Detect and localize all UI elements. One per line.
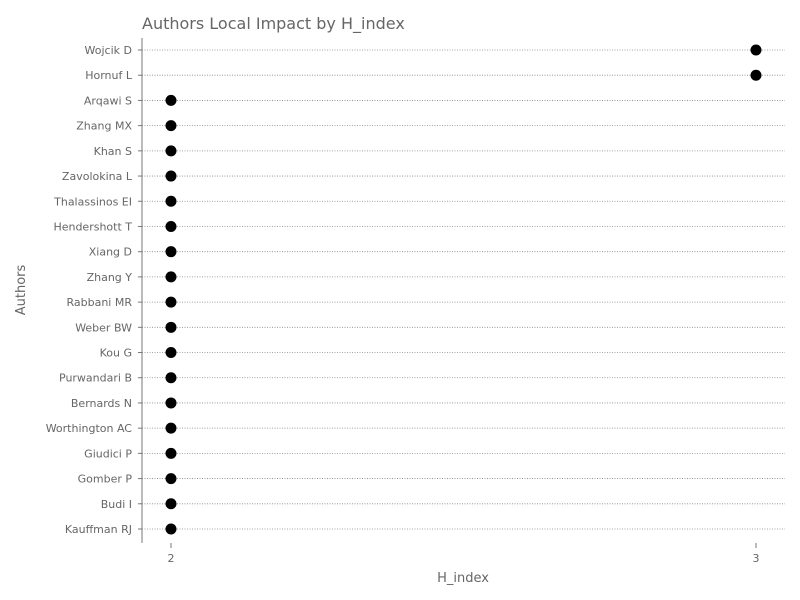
y-tick-label: Purwandari B xyxy=(59,372,132,385)
y-tick-label: Wojcik D xyxy=(85,44,132,57)
y-tick-label: Bernards N xyxy=(71,397,132,410)
y-tick-label: Xiang D xyxy=(89,246,132,259)
y-tick-label: Hendershott T xyxy=(53,220,132,233)
y-tick-label: Khan S xyxy=(94,145,132,158)
data-point[interactable] xyxy=(165,145,177,157)
y-tick-label: Zhang MX xyxy=(76,120,132,133)
data-point[interactable] xyxy=(165,422,177,434)
y-tick-label: Thalassinos EI xyxy=(53,195,132,208)
chart-title: Authors Local Impact by H_index xyxy=(142,14,405,34)
grid-layer xyxy=(142,49,785,530)
x-tick-label: 2 xyxy=(168,552,175,565)
data-point[interactable] xyxy=(165,120,177,132)
data-point[interactable] xyxy=(165,523,177,535)
x-axis-label: H_index xyxy=(437,571,489,586)
data-point[interactable] xyxy=(165,170,177,182)
point-layer xyxy=(165,44,762,535)
y-tick-layer: Wojcik D Hornuf L Arqawi S Zhang MX Khan S Za… xyxy=(46,44,142,536)
y-tick-label: Zavolokina L xyxy=(62,170,133,183)
data-point[interactable] xyxy=(165,271,177,283)
y-tick-label: Gomber P xyxy=(78,473,133,486)
y-axis-label: Authors xyxy=(14,265,29,316)
data-point[interactable] xyxy=(165,246,177,258)
data-point[interactable] xyxy=(165,347,177,359)
y-tick-label: Arqawi S xyxy=(84,94,132,107)
data-point[interactable] xyxy=(750,69,762,81)
y-tick-label: Hornuf L xyxy=(85,69,133,82)
data-point[interactable] xyxy=(750,44,762,56)
y-tick-label: Rabbani MR xyxy=(66,296,132,309)
y-tick-label: Kauffman RJ xyxy=(65,523,132,536)
data-point[interactable] xyxy=(165,372,177,384)
data-point[interactable] xyxy=(165,473,177,485)
y-tick-label: Worthington AC xyxy=(46,422,133,435)
data-point[interactable] xyxy=(165,195,177,207)
y-tick-label: Giudici P xyxy=(84,447,132,460)
y-tick-label: Kou G xyxy=(100,347,132,360)
y-tick-label: Zhang Y xyxy=(87,271,133,284)
y-tick-label: Weber BW xyxy=(75,321,132,334)
data-point[interactable] xyxy=(165,447,177,459)
y-tick-label: Budi I xyxy=(101,498,132,511)
data-point[interactable] xyxy=(165,498,177,510)
x-tick-label: 3 xyxy=(753,552,760,565)
data-point[interactable] xyxy=(165,296,177,308)
data-point[interactable] xyxy=(165,321,177,333)
data-point[interactable] xyxy=(165,94,177,106)
data-point[interactable] xyxy=(165,220,177,232)
data-point[interactable] xyxy=(165,397,177,409)
